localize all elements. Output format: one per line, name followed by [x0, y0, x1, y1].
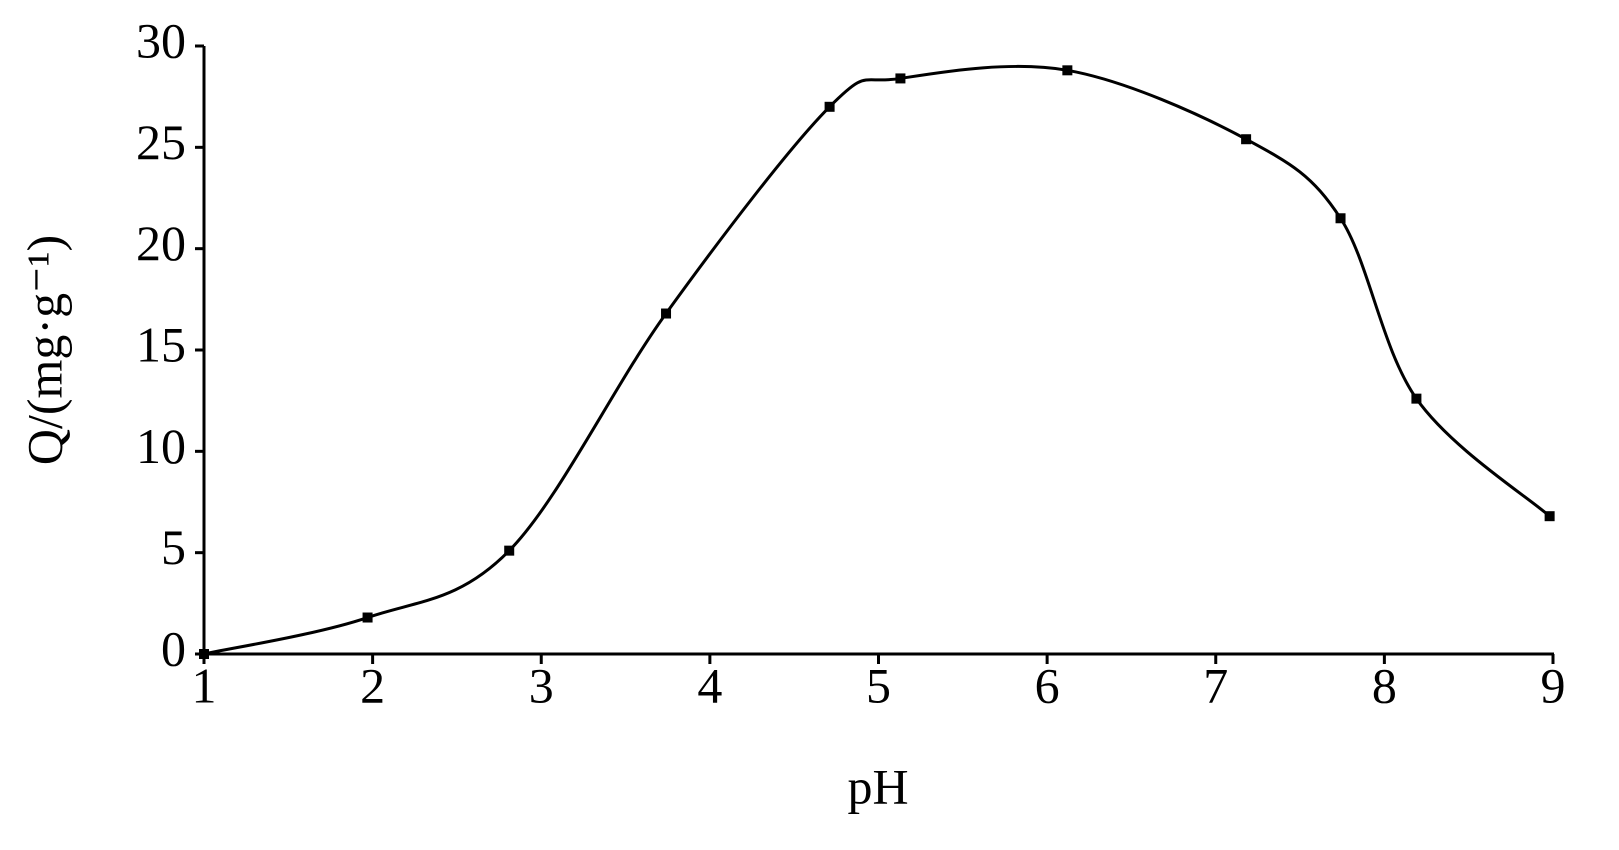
x-tick-label: 5 — [866, 657, 891, 713]
y-axis-label: Q/(mg·g⁻¹) — [16, 235, 72, 465]
data-point — [824, 101, 835, 112]
x-tick-label: 9 — [1541, 657, 1566, 713]
data-point — [895, 73, 906, 84]
y-tick-label: 5 — [161, 519, 186, 575]
data-point — [1241, 134, 1252, 145]
y-tick-label: 15 — [136, 316, 186, 372]
x-tick-label: 8 — [1372, 657, 1397, 713]
y-tick-label: 10 — [136, 418, 186, 474]
y-tick-label: 0 — [161, 620, 186, 676]
y-tick-label: 20 — [136, 215, 186, 271]
y-tick-label: 30 — [136, 12, 186, 68]
x-tick-label: 2 — [360, 657, 385, 713]
data-point — [362, 612, 373, 623]
x-tick-label: 3 — [529, 657, 554, 713]
data-point — [1544, 511, 1555, 522]
y-tick-label: 25 — [136, 114, 186, 170]
x-tick-label: 4 — [697, 657, 722, 713]
data-point — [199, 649, 209, 659]
data-point — [504, 545, 515, 556]
x-tick-label: 6 — [1035, 657, 1060, 713]
x-tick-label: 7 — [1203, 657, 1228, 713]
data-point — [661, 308, 672, 319]
x-axis-label: pH — [847, 758, 908, 814]
data-line — [203, 64, 1551, 656]
x-tick-label: 1 — [192, 657, 217, 713]
data-point — [1411, 393, 1422, 404]
data-point — [1062, 65, 1073, 76]
data-point — [1335, 213, 1346, 224]
